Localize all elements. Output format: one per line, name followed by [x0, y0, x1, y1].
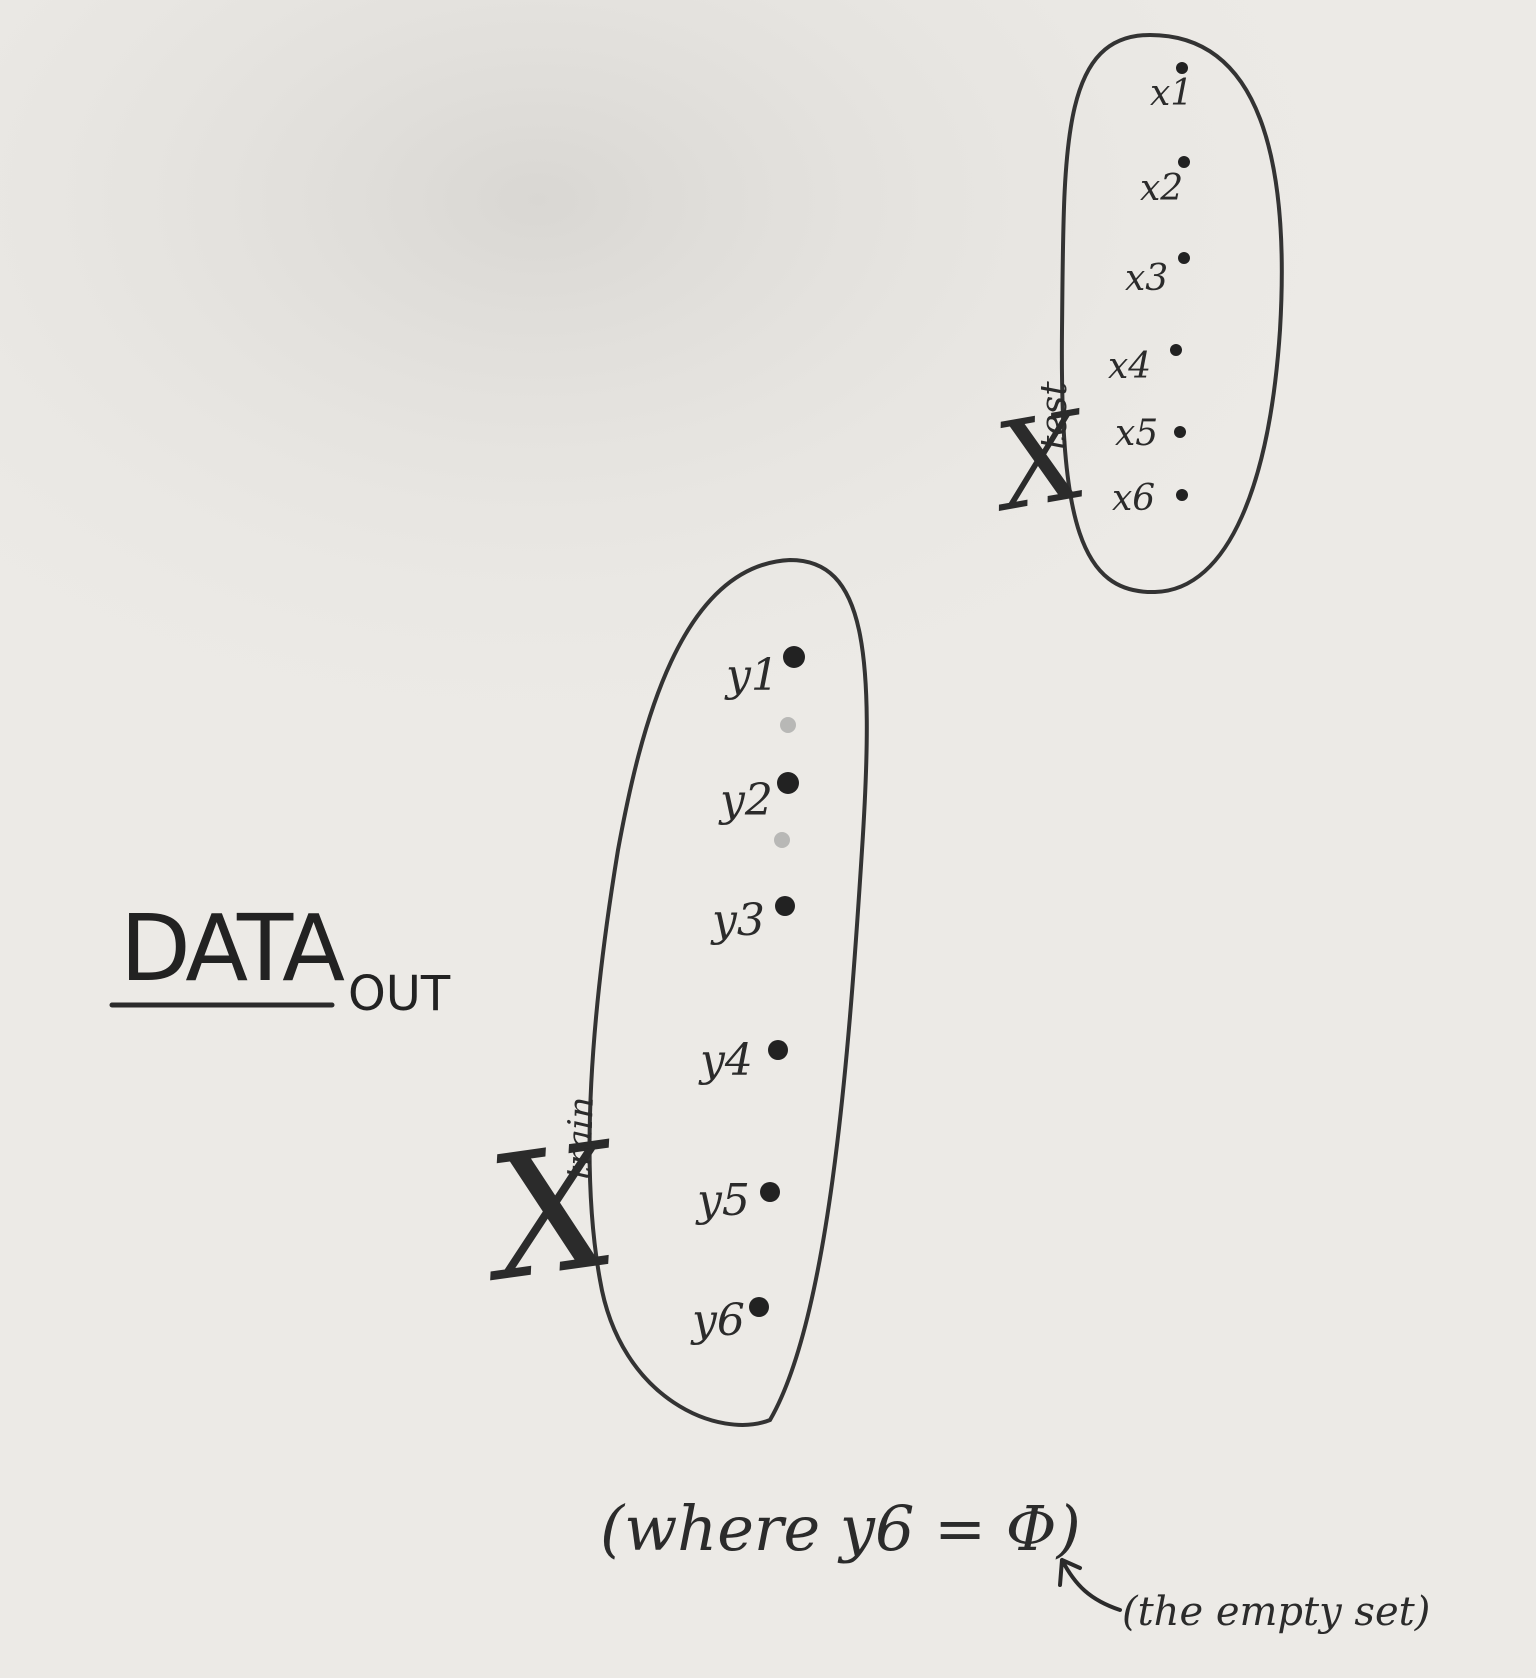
title-group: DATA OUT: [109, 895, 451, 1022]
note-group: (where y6 = Φ) (the empty set): [600, 1492, 1430, 1635]
point-label: x1: [1150, 73, 1193, 114]
test-points: x1 x2 x3 x4 x5 x6: [1108, 62, 1193, 519]
point-item: x1: [1150, 62, 1193, 114]
point-item: y1: [724, 646, 805, 701]
point-item: y5: [695, 1175, 780, 1226]
point-item: x4: [1108, 344, 1182, 387]
point-item: x2: [1140, 156, 1190, 209]
point-label: y6: [690, 1295, 745, 1346]
point-dot: [1178, 156, 1190, 168]
title-main: DATA: [120, 895, 345, 1002]
point-dot: [768, 1040, 788, 1060]
title-sub: OUT: [348, 966, 451, 1022]
point-dot: [1176, 489, 1188, 501]
point-label: x4: [1108, 346, 1151, 387]
point-dot: [1178, 252, 1190, 264]
point-dot: [1174, 426, 1186, 438]
point-dot: [760, 1182, 780, 1202]
point-label: y3: [710, 895, 765, 946]
point-dot: [1170, 344, 1182, 356]
point-label: x3: [1125, 258, 1168, 299]
point-label: y4: [698, 1035, 753, 1086]
point-label: y2: [718, 775, 773, 826]
note-explanation: (the empty set): [1122, 1589, 1430, 1635]
ghost-dot: [780, 717, 796, 733]
train-set-boundary: [587, 557, 869, 1427]
paper-shadow: [0, 0, 1536, 1000]
point-dot: [1176, 62, 1188, 74]
point-dot: [775, 896, 795, 916]
train-points: y1 y2 y3 y4 y5 y6: [690, 646, 805, 1346]
point-label: y5: [695, 1175, 750, 1226]
point-dot: [749, 1297, 769, 1317]
point-item: y6: [690, 1295, 769, 1346]
point-item: y4: [698, 1035, 788, 1086]
point-label: x6: [1112, 478, 1155, 519]
test-set-boundary: [1059, 32, 1284, 595]
point-label: x5: [1115, 413, 1158, 454]
point-item: y3: [710, 895, 795, 946]
point-item: x3: [1125, 252, 1190, 299]
point-dot: [783, 646, 805, 668]
point-item: y2: [718, 772, 799, 826]
point-dot: [777, 772, 799, 794]
point-label: x2: [1140, 168, 1183, 209]
note-condition: (where y6 = Φ): [600, 1492, 1081, 1565]
ghost-dot: [774, 832, 790, 848]
train-set-label-sub: train: [559, 1096, 602, 1180]
test-set-label-sub: test: [1034, 381, 1075, 450]
note-arrow: [1058, 1558, 1122, 1612]
point-label: y1: [724, 650, 779, 701]
point-item: x5: [1115, 413, 1186, 454]
point-item: x6: [1112, 478, 1188, 519]
